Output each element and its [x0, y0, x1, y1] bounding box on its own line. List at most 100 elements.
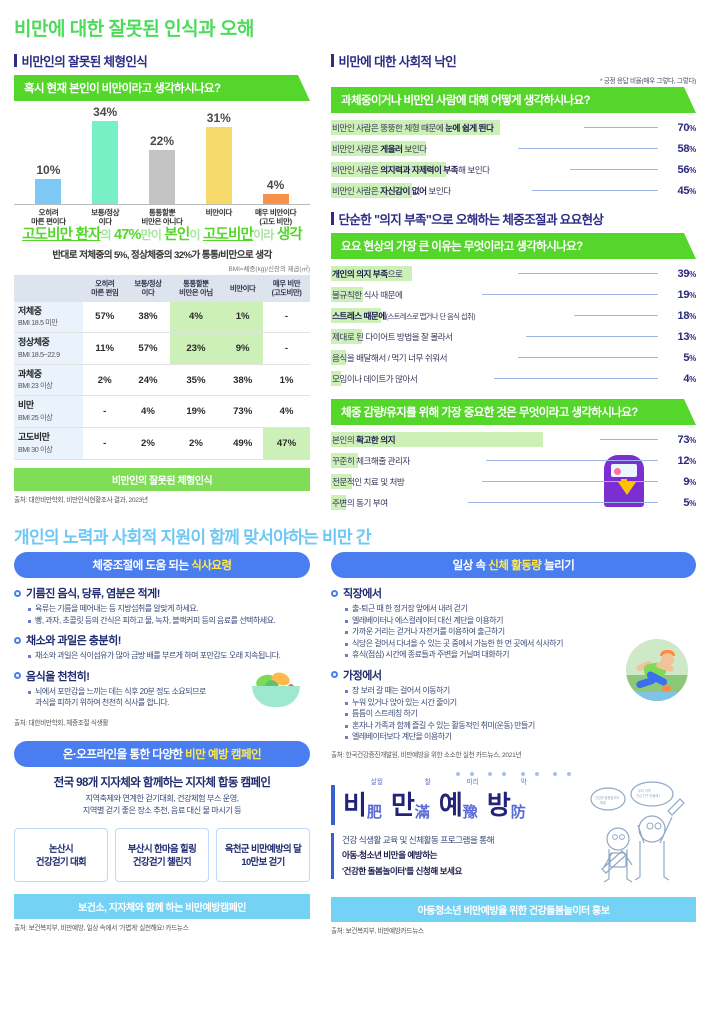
promo-lines: 건강 식생활 교육 및 신체활동 프로그램을 통해 아동-청소년 비만을 예방하… [342, 833, 495, 879]
activity-subitem: 엘레베이터나 에스컬레이터 대신 계단을 이용하기 [331, 615, 696, 627]
question-banner-stigma: 과체중이거나 비만인 사람에 대해 어떻게 생각하시나요? [331, 87, 696, 113]
value-highlight-bar [331, 350, 346, 365]
chart-highlight-subtext: 반대로 저체중의 5%, 정상체중의 32%가 통통/비만으로 생각 [52, 250, 272, 261]
bullet-square-icon [28, 655, 31, 659]
accent-bar [14, 54, 17, 67]
item-value: 9% [683, 475, 696, 488]
table-corner-cell [14, 275, 84, 302]
campaign-caption: 보건소, 지자체와 함께 하는 비만예방캠페인 [14, 893, 310, 919]
activity-body: 직장에서 출-퇴근 때 한 정거장 앞에서 내려 걷기 엘레베이터나 에스컬레이… [331, 585, 696, 743]
bottom-section-title: 개인의 노력과 사회적 지원이 함께 맞서야하는 비만 간 [14, 528, 372, 547]
table-row: 과체중 BMI 23 이상 2% 24% 35% 38% 1% [14, 364, 310, 397]
stigma-list: 비만인 사람은 뚱뚱한 체형 때문에 눈에 쉽게 띈다 70% 비만인 사람은 … [331, 117, 696, 201]
item-label: 비만인 사람은 자신감이 없어 보인다 [332, 185, 451, 196]
value-highlight-bar [331, 432, 543, 447]
table-cell: 57% [126, 332, 170, 365]
item-text-wrap: 본인의 확고한 의지 [331, 429, 596, 450]
activity-subitem: 엘레베이터보다 계단을 이용하기 [331, 731, 696, 743]
bar-value-label: 4% [266, 178, 285, 193]
top-columns: 비만인의 잘못된 체형인식 혹시 현재 본인이 비만이라고 생각하시나요? 10… [0, 47, 710, 513]
page-title: 비만에 대한 잘못된 인식과 오해 [14, 19, 254, 40]
item-value: 70% [677, 121, 697, 134]
question-banner-yoyo: 요요 현상의 가장 큰 이유는 무엇이라고 생각하시나요? [331, 233, 696, 259]
item-label: 개인의 의지 부족으로 [332, 268, 403, 279]
bullet-circle-icon [331, 589, 338, 597]
activity-subitem: 누워 있거나 앉아 있는 시간 줄이기 [331, 697, 696, 709]
table-row-header: 비만 BMI 25 이상 [14, 395, 84, 428]
item-label: 비만인 사람은 의지력과 자제력이 부족해 보인다 [332, 164, 490, 175]
leader-line [526, 336, 658, 337]
activity-subitem: 휴식(점심) 시간에 종료들과 주변을 거닐며 대화하기 [331, 649, 696, 661]
bullet-square-icon [345, 701, 348, 705]
table-cell: 2% [169, 427, 223, 460]
item-text-wrap: 스트레스 때문에(스트레스로 맵거나 단 음식 섭취) [331, 305, 570, 326]
table-cell: 2% [126, 427, 170, 460]
campaign-box[interactable]: 부산시 한마음 힐링 건강걷기 챌린지 [115, 827, 209, 882]
promo-line: 아동-청소년 비만을 예방하는 [342, 850, 438, 861]
leader-line [574, 315, 658, 316]
bullet-square-icon [345, 689, 348, 693]
dot [455, 771, 460, 776]
value-highlight-bar [331, 266, 412, 281]
item-value: 73% [677, 433, 697, 446]
bar-value-label: 34% [93, 105, 118, 119]
bar-rect [148, 149, 175, 204]
question-banner-keep: 체중 감량/유지를 위해 가장 중요한 것은 무엇이라고 생각하시나요? [331, 399, 696, 425]
x-label: 비만이다 [205, 208, 233, 217]
campaign-box[interactable]: 논산시 건강걷기 대회 [14, 827, 108, 882]
value-highlight-bar [331, 474, 352, 489]
svg-text:건강한 돌봄놀이터: 건강한 돌봄놀이터 [595, 795, 619, 800]
list-item: 제대로 된 다이어트 방법을 잘 몰라서 13% [331, 326, 696, 347]
item-value: 39% [677, 267, 697, 280]
table-cell: 4% [263, 395, 310, 428]
value-highlight-bar [331, 162, 447, 177]
activity-subitem: 출-퇴근 때 한 정거장 앞에서 내려 걷기 [331, 603, 696, 615]
tip-subitem: 뇌에서 포만감을 느끼는 데는 식후 20분 정도 소요되므로 [14, 686, 310, 698]
item-text-wrap: 비만인 사람은 의지력과 자제력이 부족해 보인다 [331, 159, 566, 180]
list-item: 비만인 사람은 자신감이 없어 보인다 45% [331, 180, 696, 201]
source-note: 출처: 보건복지부, 비만예방카드뉴스 [331, 928, 424, 936]
value-highlight-bar [331, 495, 346, 510]
item-text-wrap: 제대로 된 다이어트 방법을 잘 몰라서 [331, 326, 522, 347]
table-col-header: 매우 비만 (고도비만) [263, 275, 310, 302]
list-item: 모임이나 데이트가 많아서 4% [331, 368, 696, 389]
tip-subitem-cont: 과식을 피하기 위하여 천천히 식사를 합니다. [35, 698, 169, 708]
promo-line: 건강 식생활 교육 및 신체활동 프로그램을 통해 [342, 834, 495, 845]
item-label: 불규칙한 식사 때문에 [332, 289, 403, 300]
chart-x-labels: 오히려 마른 편이다 보통/정상 이다 통통할뿐 비만은 아니다 비만이다 매우… [14, 205, 310, 227]
campaign-box[interactable]: 옥천군 비만예방의 달 10만보 걷기 [216, 827, 310, 882]
bullet-square-icon [345, 608, 348, 611]
svg-text:해결: 해결 [600, 800, 606, 805]
dot-divider [331, 763, 696, 781]
table-col-header: 비만이다 [222, 275, 264, 302]
accent-bar [331, 212, 334, 225]
section-heading-yoyo: 단순한 "의지 부족"으로 오해하는 체중조절과 요요현상 [331, 209, 696, 228]
activity-header: 일상 속 신체 활동량 늘리기 [331, 552, 696, 578]
dot [534, 771, 539, 776]
tip-subitem: 빵, 과자, 초콜릿 등의 간식은 피하고 물, 녹차, 블랙커피 등의 음료를… [14, 615, 310, 627]
dot [520, 771, 525, 776]
table-row: 고도비만 BMI 30 이상 - 2% 2% 49% 47% [14, 427, 310, 460]
list-item: 본인의 확고한 의지 73% [331, 429, 696, 450]
bar-rect [92, 121, 119, 204]
item-value: 4% [683, 372, 696, 385]
source-note: 출처: 한국건강증진개발원, 비만예방을 위한 소소한 실천 카드뉴스, 202… [331, 751, 522, 759]
item-label: 주변의 동기 부여 [332, 497, 388, 508]
table-cell: 49% [222, 427, 264, 460]
salad-bowl-icon [248, 667, 304, 707]
kids-svg: 건강한 돌봄놀이터 해결 우리 지역 건강 친구 만들래? [590, 781, 685, 883]
item-text-wrap: 비만인 사람은 자신감이 없어 보인다 [331, 180, 528, 201]
activity-subitem: 틈틈이 스트레칭 하기 [331, 708, 696, 720]
accent-bar [331, 54, 334, 67]
activity-subitem: 가까운 거리는 걷거나 자전거를 이용하여 출근하기 [331, 626, 696, 638]
list-item: 개인의 의지 부족으로 39% [331, 263, 696, 284]
bottom-right-column: 일상 속 신체 활동량 늘리기 직장에서 출-퇴근 때 한 정거장 앞에서 내려… [320, 552, 710, 936]
bullet-circle-icon [14, 589, 21, 597]
item-value: 12% [677, 454, 697, 467]
table-cell: 9% [222, 332, 264, 365]
logo-char: 비 肥 살찔 [343, 778, 383, 821]
shoe [662, 686, 671, 691]
logo-characters: 비 肥 살찔 만 滿 찰 예 豫 미리 방 [343, 778, 527, 822]
campaign-headline: 전국 98개 지자체와 함께하는 지자체 합동 캠페인 [53, 776, 271, 789]
dot [469, 771, 474, 776]
